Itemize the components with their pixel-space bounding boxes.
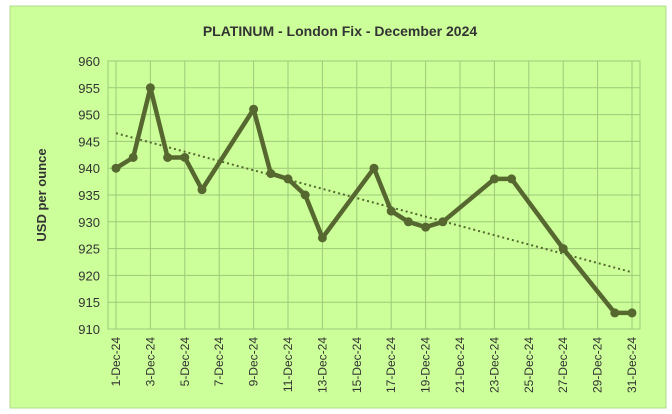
data-point bbox=[145, 83, 155, 93]
x-tick-label: 1-Dec-24 bbox=[109, 337, 123, 387]
data-point bbox=[300, 190, 310, 200]
y-tick-label: 955 bbox=[78, 81, 100, 96]
x-tick-label: 27-Dec-24 bbox=[556, 337, 570, 393]
data-point bbox=[489, 174, 499, 184]
data-point bbox=[558, 244, 568, 254]
y-tick-label: 910 bbox=[78, 322, 100, 337]
y-tick-label: 920 bbox=[78, 268, 100, 283]
x-tick-label: 11-Dec-24 bbox=[281, 337, 295, 392]
data-point bbox=[163, 152, 173, 162]
data-point bbox=[421, 222, 431, 232]
y-tick-label: 925 bbox=[78, 242, 100, 257]
y-tick-label: 930 bbox=[78, 215, 100, 230]
data-point bbox=[283, 174, 293, 184]
data-point bbox=[369, 163, 379, 173]
data-point bbox=[266, 169, 276, 179]
data-point bbox=[197, 185, 207, 195]
data-point bbox=[627, 308, 637, 318]
x-tick-label: 9-Dec-24 bbox=[247, 337, 261, 387]
x-tick-label: 31-Dec-24 bbox=[625, 337, 639, 393]
x-tick-label: 17-Dec-24 bbox=[384, 337, 398, 393]
y-tick-label: 940 bbox=[78, 161, 100, 176]
x-tick-label: 15-Dec-24 bbox=[350, 337, 364, 393]
data-point bbox=[249, 104, 259, 114]
x-tick-label: 23-Dec-24 bbox=[487, 337, 501, 393]
x-tick-label: 13-Dec-24 bbox=[315, 337, 329, 393]
x-tick-label: 29-Dec-24 bbox=[591, 337, 605, 393]
data-point bbox=[317, 233, 327, 243]
trendline bbox=[115, 132, 633, 274]
x-tick-label: 21-Dec-24 bbox=[453, 337, 467, 393]
y-tick-label: 935 bbox=[78, 188, 100, 203]
data-point bbox=[403, 217, 413, 227]
data-point bbox=[438, 217, 448, 227]
y-tick-label: 915 bbox=[78, 295, 100, 310]
chart-title: PLATINUM - London Fix - December 2024 bbox=[203, 23, 478, 39]
data-point bbox=[610, 308, 620, 318]
data-point bbox=[386, 206, 396, 216]
y-tick-label: 950 bbox=[78, 108, 100, 123]
x-tick-label: 7-Dec-24 bbox=[212, 337, 226, 387]
y-tick-label: 945 bbox=[78, 134, 100, 149]
x-tick-label: 5-Dec-24 bbox=[178, 337, 192, 387]
x-tick-label: 19-Dec-24 bbox=[419, 337, 433, 393]
data-point bbox=[111, 163, 121, 173]
data-point bbox=[128, 152, 138, 162]
y-tick-label: 960 bbox=[78, 54, 100, 69]
data-point bbox=[180, 152, 190, 162]
x-tick-label: 25-Dec-24 bbox=[522, 337, 536, 393]
data-point bbox=[507, 174, 517, 184]
x-tick-label: 3-Dec-24 bbox=[143, 337, 157, 387]
y-axis-label: USD per ounce bbox=[34, 148, 49, 241]
